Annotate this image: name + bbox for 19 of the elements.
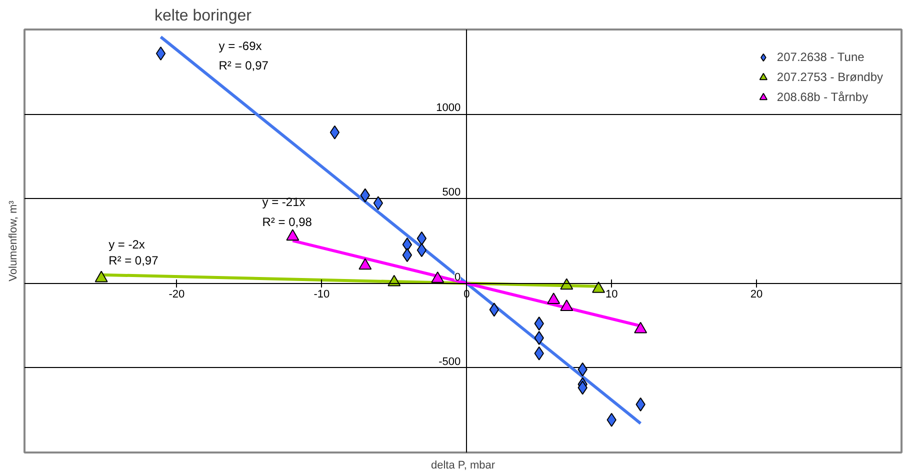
legend-label: 208.68b - Tårnby — [776, 90, 868, 104]
y-axis-title: Volumenflow, m³ — [8, 200, 20, 282]
annotation: y = -69x — [218, 38, 262, 53]
legend-label: 207.2753 - Brøndby — [776, 70, 883, 84]
annotation: R² = 0,98 — [262, 214, 312, 229]
y-tick-label: -500 — [438, 356, 461, 368]
y-tick-label: 1000 — [436, 102, 461, 114]
chart-title: kelte boringer — [154, 8, 252, 24]
annotation: R² = 0,97 — [218, 58, 269, 73]
x-tick-label: 20 — [750, 288, 763, 300]
annotation: R² = 0,97 — [108, 254, 159, 268]
x-axis-title: delta P, mbar — [431, 460, 496, 472]
annotation: y = -2x — [108, 238, 145, 252]
y-tick-label: 0 — [454, 271, 461, 284]
legend-label: 207.2638 - Tune — [776, 50, 864, 64]
x-tick-label: 10 — [605, 288, 618, 300]
x-tick-label: -20 — [168, 288, 185, 300]
y-tick-label: 500 — [442, 186, 461, 199]
x-tick-label: -10 — [314, 288, 330, 300]
